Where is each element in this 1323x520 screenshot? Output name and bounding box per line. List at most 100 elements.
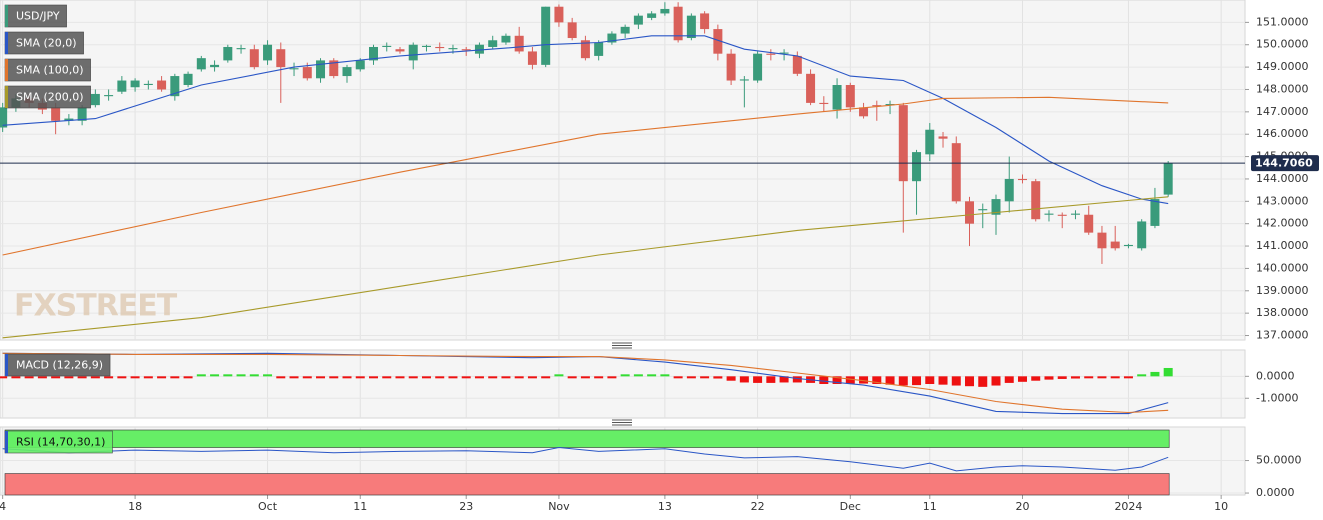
candle-body bbox=[673, 6, 683, 41]
y-tick-label: 138.0000 bbox=[1256, 306, 1309, 319]
histogram-bar bbox=[673, 376, 683, 379]
candle-body bbox=[316, 60, 326, 79]
sma-line bbox=[2, 96, 1169, 256]
candle-body bbox=[1070, 213, 1080, 215]
candle-body bbox=[1084, 214, 1094, 233]
candle-body bbox=[355, 60, 365, 70]
histogram-bar bbox=[501, 376, 511, 379]
histogram-bar bbox=[382, 376, 392, 379]
candle-body bbox=[633, 15, 643, 25]
y-tick-label: 146.0000 bbox=[1256, 127, 1309, 140]
histogram-bar bbox=[1163, 367, 1173, 377]
histogram-bar bbox=[739, 376, 749, 383]
candle-body bbox=[395, 49, 405, 52]
histogram-bar bbox=[196, 374, 206, 377]
histogram-bar bbox=[461, 376, 471, 379]
histogram-bar bbox=[421, 376, 431, 379]
sma-line bbox=[2, 196, 1169, 339]
histogram-bar bbox=[117, 376, 127, 379]
y-tick-label: 142.0000 bbox=[1256, 217, 1309, 230]
histogram-bar bbox=[1044, 376, 1054, 380]
histogram-bar bbox=[11, 376, 21, 379]
candle-body bbox=[276, 49, 286, 68]
resize-handle[interactable] bbox=[612, 419, 632, 426]
candle-body bbox=[779, 52, 789, 54]
histogram-bar bbox=[660, 374, 670, 377]
marks bbox=[0, 2, 1173, 472]
histogram-bar bbox=[1123, 376, 1133, 379]
candle-body bbox=[382, 45, 392, 47]
histogram-bar bbox=[355, 376, 365, 379]
candle-body bbox=[726, 53, 736, 81]
candle-body bbox=[978, 209, 988, 211]
candle-body bbox=[898, 105, 908, 182]
histogram-bar bbox=[951, 376, 961, 386]
candle-body bbox=[965, 201, 975, 224]
candle-body bbox=[501, 35, 511, 43]
candle-body bbox=[170, 76, 180, 97]
histogram-bar bbox=[700, 376, 710, 379]
y-tick-label: 149.0000 bbox=[1256, 60, 1309, 73]
candle-body bbox=[488, 40, 498, 47]
histogram-bar bbox=[1084, 376, 1094, 379]
histogram-bar bbox=[316, 376, 326, 379]
candle-body bbox=[753, 53, 763, 81]
y-tick-label: 0.0000 bbox=[1256, 486, 1295, 499]
candle-body bbox=[51, 107, 61, 121]
x-tick-label: 11 bbox=[923, 500, 937, 513]
histogram-bar bbox=[633, 374, 643, 377]
histogram-bar bbox=[620, 374, 630, 377]
macd-line bbox=[2, 352, 1169, 414]
candle-body bbox=[792, 55, 802, 74]
candle-body bbox=[527, 51, 537, 65]
candle-body bbox=[117, 80, 127, 92]
watermark: FXSTREET bbox=[14, 289, 178, 324]
histogram-bar bbox=[779, 376, 789, 383]
histogram-bar bbox=[210, 374, 220, 377]
histogram-bar bbox=[369, 376, 378, 379]
candle-body bbox=[845, 85, 855, 108]
y-tick-label: 139.0000 bbox=[1256, 284, 1309, 297]
legend-swatch bbox=[5, 5, 8, 27]
histogram-bar bbox=[1004, 376, 1014, 383]
price-panel bbox=[0, 0, 1246, 341]
y-tick-label: 150.0000 bbox=[1256, 38, 1309, 51]
histogram-bar bbox=[157, 376, 167, 379]
candle-body bbox=[157, 80, 167, 90]
histogram-bar bbox=[792, 376, 802, 383]
x-tick-label: 2024 bbox=[1114, 500, 1142, 513]
histogram-bar bbox=[938, 376, 948, 385]
histogram-bar bbox=[329, 376, 339, 379]
candle-body bbox=[1097, 232, 1107, 249]
histogram-bar bbox=[647, 374, 657, 377]
legend-label: USD/JPY bbox=[16, 10, 60, 23]
resize-handle[interactable] bbox=[612, 342, 632, 349]
candle-body bbox=[1110, 241, 1120, 249]
histogram-bar bbox=[991, 376, 1001, 386]
candle-body bbox=[832, 85, 842, 110]
histogram-bar bbox=[90, 376, 100, 379]
candle-body bbox=[369, 46, 378, 61]
candle-body bbox=[1137, 221, 1147, 249]
histogram-bar bbox=[554, 374, 564, 377]
macd-panel bbox=[0, 349, 1246, 419]
candle-body bbox=[1057, 214, 1067, 216]
y-tick-label: 137.0000 bbox=[1256, 329, 1309, 342]
legend-label: RSI (14,70,30,1) bbox=[16, 436, 105, 449]
candle-body bbox=[64, 118, 74, 121]
candle-body bbox=[951, 143, 961, 202]
x-tick-label: Nov bbox=[548, 500, 570, 513]
candle-body bbox=[474, 44, 484, 54]
candle-body bbox=[435, 46, 445, 49]
x-tick-label: 22 bbox=[751, 500, 765, 513]
histogram-bar bbox=[1031, 376, 1041, 381]
candle-body bbox=[90, 93, 100, 106]
candle-body bbox=[594, 42, 604, 56]
candle-body bbox=[104, 95, 114, 97]
histogram-bar bbox=[183, 376, 193, 379]
x-tick-label: 13 bbox=[658, 500, 672, 513]
y-tick-label: 0.0000 bbox=[1256, 369, 1295, 382]
histogram-bar bbox=[448, 376, 458, 379]
candle-body bbox=[925, 129, 935, 155]
histogram-bar bbox=[726, 376, 736, 381]
